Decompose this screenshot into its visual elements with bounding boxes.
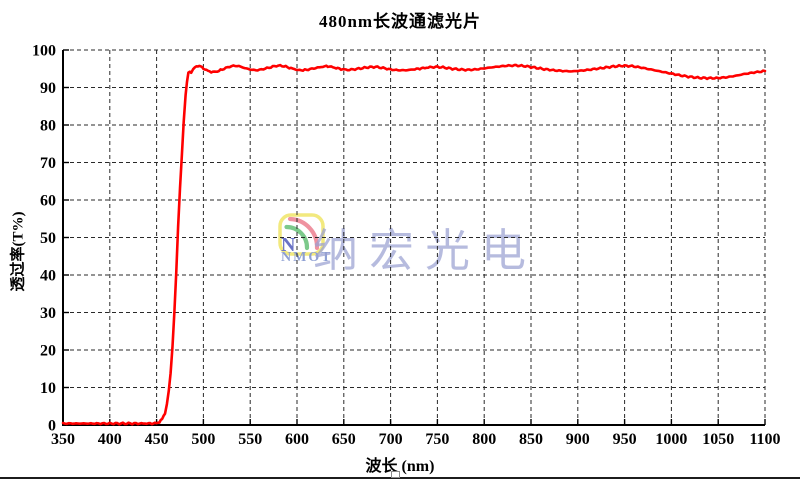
x-tick-label: 450 bbox=[145, 431, 169, 448]
x-tick-label: 550 bbox=[238, 431, 262, 448]
nmot-logo-icon: N bbox=[278, 213, 325, 256]
y-tick-label: 20 bbox=[40, 343, 56, 360]
y-tick-label: 10 bbox=[40, 380, 56, 397]
x-tick-label: 850 bbox=[519, 431, 543, 448]
y-tick-label: 40 bbox=[40, 268, 56, 285]
x-axis-title: 波长 (nm) bbox=[365, 458, 435, 475]
svg-text:N: N bbox=[281, 234, 296, 256]
y-tick-label: 50 bbox=[40, 230, 56, 247]
x-tick-label: 950 bbox=[613, 431, 637, 448]
x-tick-label: 900 bbox=[566, 431, 590, 448]
x-tick-label: 1000 bbox=[655, 431, 687, 448]
watermark-logo-text: NMOT bbox=[281, 250, 333, 265]
transmittance-curve bbox=[61, 63, 767, 426]
x-tick-label: 1100 bbox=[749, 431, 780, 448]
watermark-text: 纳宏光电 bbox=[313, 226, 538, 276]
resize-handle[interactable] bbox=[391, 471, 400, 478]
x-tick-label: 1050 bbox=[702, 431, 734, 448]
document-border-line bbox=[0, 477, 800, 479]
x-tick-label: 700 bbox=[379, 431, 403, 448]
x-tick-label: 350 bbox=[51, 431, 75, 448]
y-tick-label: 70 bbox=[40, 155, 56, 172]
y-tick-label: 90 bbox=[40, 80, 56, 97]
y-tick-label: 100 bbox=[32, 43, 56, 60]
x-tick-label: 600 bbox=[285, 431, 309, 448]
x-tick-label: 400 bbox=[98, 431, 122, 448]
x-tick-label: 800 bbox=[472, 431, 496, 448]
y-tick-label: 0 bbox=[48, 418, 56, 435]
y-tick-label: 30 bbox=[40, 305, 56, 322]
y-tick-label: 80 bbox=[40, 118, 56, 135]
x-tick-label: 650 bbox=[332, 431, 356, 448]
x-tick-label: 500 bbox=[191, 431, 215, 448]
y-tick-label: 60 bbox=[40, 193, 56, 210]
x-tick-label: 750 bbox=[425, 431, 449, 448]
y-axis-title: 透过率(T%) bbox=[10, 211, 27, 292]
chart-title: 480nm长波通滤光片 bbox=[318, 12, 482, 31]
